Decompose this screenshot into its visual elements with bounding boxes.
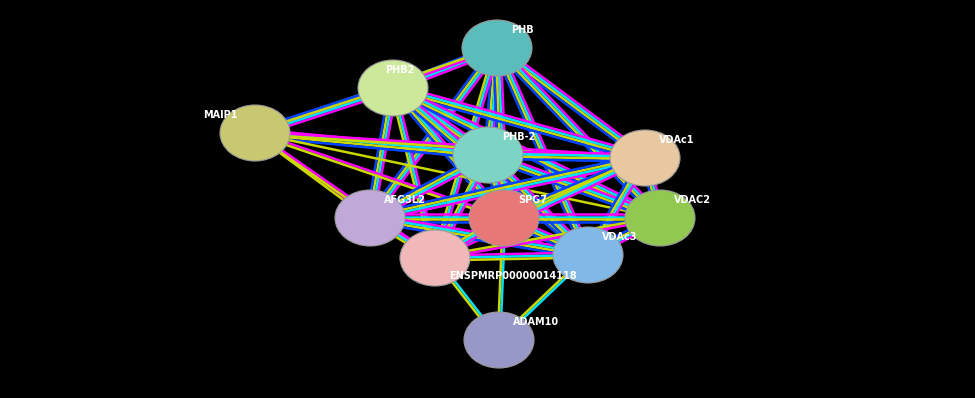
Text: PHB2: PHB2 <box>385 65 414 75</box>
Ellipse shape <box>610 130 680 186</box>
Ellipse shape <box>469 190 539 246</box>
Text: VDAc3: VDAc3 <box>602 232 638 242</box>
Ellipse shape <box>625 190 695 246</box>
Text: MAIP1: MAIP1 <box>203 110 238 120</box>
Ellipse shape <box>462 20 532 76</box>
Text: PHB-2: PHB-2 <box>502 132 535 142</box>
Ellipse shape <box>220 105 290 161</box>
Text: VDAc1: VDAc1 <box>659 135 694 145</box>
Ellipse shape <box>335 190 405 246</box>
Ellipse shape <box>464 312 534 368</box>
Text: PHB: PHB <box>511 25 533 35</box>
Text: SPG7: SPG7 <box>518 195 547 205</box>
Ellipse shape <box>358 60 428 116</box>
Text: ADAM10: ADAM10 <box>513 317 559 327</box>
Text: AFG3L2: AFG3L2 <box>384 195 426 205</box>
Ellipse shape <box>553 227 623 283</box>
Text: VDAC2: VDAC2 <box>674 195 711 205</box>
Ellipse shape <box>453 127 523 183</box>
Text: ENSPMRP00000014118: ENSPMRP00000014118 <box>449 271 576 281</box>
Ellipse shape <box>400 230 470 286</box>
